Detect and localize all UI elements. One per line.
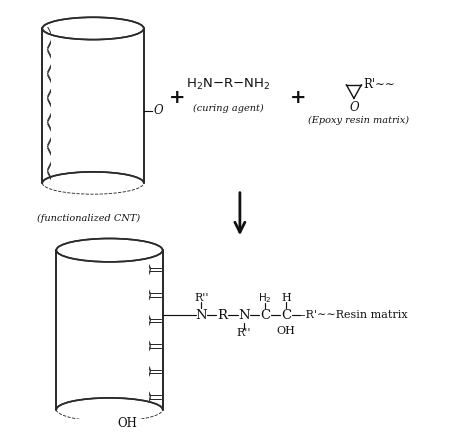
Text: $\mathsf{H_2N{-}R{-}NH_2}$: $\mathsf{H_2N{-}R{-}NH_2}$	[186, 77, 271, 92]
Polygon shape	[144, 24, 466, 188]
Polygon shape	[52, 410, 167, 424]
Text: –R'∼∼Resin matrix: –R'∼∼Resin matrix	[300, 310, 408, 321]
Text: R'∼∼: R'∼∼	[363, 78, 395, 91]
Text: O: O	[349, 101, 359, 114]
Text: C: C	[281, 309, 292, 322]
Polygon shape	[37, 184, 148, 424]
Polygon shape	[37, 0, 148, 28]
Text: $\mathsf{H_2}$: $\mathsf{H_2}$	[258, 291, 272, 305]
Text: N: N	[238, 309, 250, 322]
Text: +: +	[169, 89, 185, 107]
Text: C: C	[260, 309, 270, 322]
Text: R: R	[218, 309, 228, 322]
Text: R'': R''	[237, 328, 251, 338]
Text: OH: OH	[277, 326, 296, 336]
Polygon shape	[163, 245, 466, 414]
Text: (Epoxy resin matrix): (Epoxy resin matrix)	[308, 116, 409, 125]
Polygon shape	[8, 24, 42, 188]
Text: H: H	[282, 293, 291, 303]
Text: N: N	[195, 309, 207, 322]
Polygon shape	[52, 0, 167, 249]
Text: +: +	[290, 89, 306, 107]
Text: (curing agent): (curing agent)	[193, 104, 264, 113]
Text: R'': R''	[194, 293, 209, 303]
Text: (functionalized CNT): (functionalized CNT)	[36, 214, 140, 223]
Polygon shape	[8, 245, 56, 414]
Text: OH: OH	[117, 417, 137, 430]
Text: O: O	[154, 104, 163, 117]
